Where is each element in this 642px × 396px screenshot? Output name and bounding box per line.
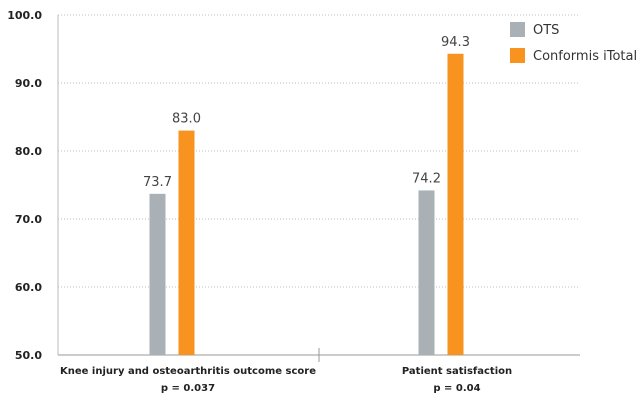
legend-swatch	[510, 22, 525, 37]
category-p-value: p = 0.037	[161, 383, 215, 394]
y-tick-labels: 50.0 60.0 70.0 80.0 90.0 100.0	[7, 9, 42, 362]
data-label: 74.2	[412, 171, 441, 186]
legend-swatch	[510, 48, 525, 63]
bar	[178, 130, 195, 355]
bar	[418, 190, 435, 355]
y-tick-label: 100.0	[7, 9, 42, 22]
y-tick-label: 80.0	[15, 145, 42, 158]
category-label: Patient satisfaction	[402, 366, 512, 377]
category-labels: Knee injury and osteoarthritis outcome s…	[60, 366, 512, 394]
gridlines	[58, 14, 580, 288]
bar	[447, 53, 464, 355]
legend-label: Conformis iTotal	[533, 49, 637, 64]
category-label: Knee injury and osteoarthritis outcome s…	[60, 366, 316, 377]
bars	[149, 53, 464, 355]
data-labels: 73.7 83.0 74.2 94.3	[143, 35, 470, 190]
data-label: 94.3	[441, 35, 470, 50]
data-label: 73.7	[143, 175, 172, 190]
y-tick-label: 50.0	[15, 349, 42, 362]
axes	[57, 15, 580, 362]
y-tick-label: 90.0	[15, 77, 42, 90]
legend: OTS Conformis iTotal	[510, 22, 637, 64]
category-p-value: p = 0.04	[433, 383, 480, 394]
bar	[149, 193, 166, 355]
y-tick-label: 60.0	[15, 281, 42, 294]
legend-label: OTS	[533, 23, 559, 38]
y-tick-label: 70.0	[15, 213, 42, 226]
data-label: 83.0	[172, 112, 201, 127]
